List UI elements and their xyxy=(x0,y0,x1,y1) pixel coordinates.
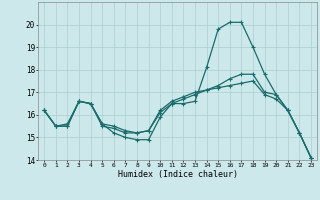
X-axis label: Humidex (Indice chaleur): Humidex (Indice chaleur) xyxy=(118,170,238,179)
